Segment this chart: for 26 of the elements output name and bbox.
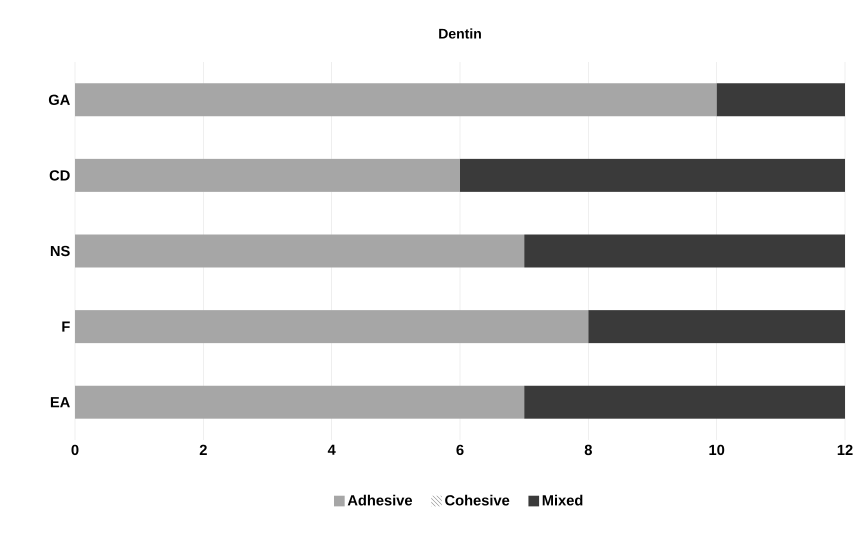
x-tick-label: 4 [328,444,336,455]
bar [588,310,845,344]
bar [75,83,717,116]
bar [716,83,845,116]
y-tick-label: GA [48,94,70,105]
bar [460,158,845,192]
y-tick-label: F [62,322,70,332]
x-tick-label: 2 [200,444,207,455]
y-tick-label: NS [50,246,70,256]
bar [524,386,845,419]
bar [75,158,460,192]
bar [524,234,845,268]
y-tick-label: EA [50,397,70,408]
bar [75,310,588,344]
x-tick-label: 0 [72,444,78,456]
x-tick-label: 10 [709,444,724,456]
x-tick-label: 8 [584,444,592,456]
x-tick-label: 12 [838,444,853,455]
legend-label: Adhesive [348,494,412,506]
legend-label: Cohesive [445,494,510,506]
chart-title: Dentin [439,28,481,39]
x-tick-label: 6 [456,444,464,456]
bar [75,386,524,419]
bar [75,234,524,268]
legend-label: Mixed [542,494,582,506]
y-tick-label: CD [50,170,70,181]
